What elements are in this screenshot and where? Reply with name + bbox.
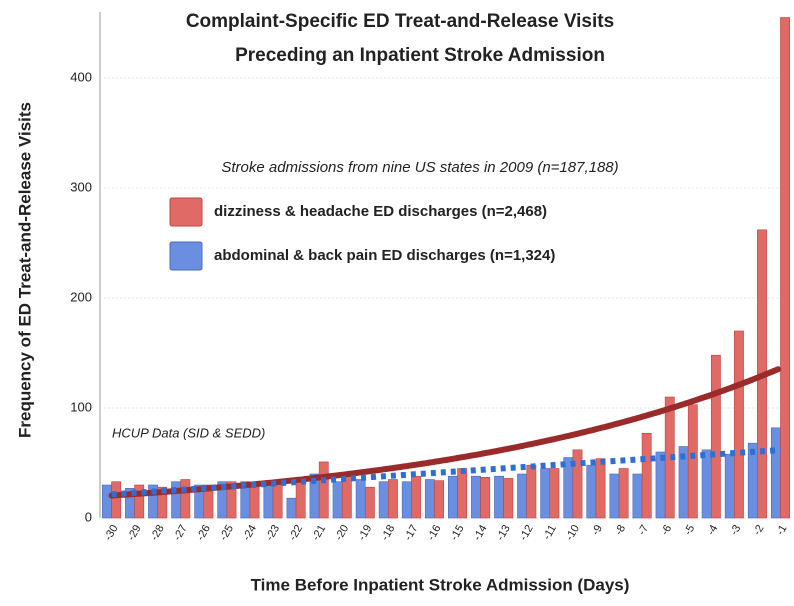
- bar: [503, 478, 514, 519]
- bar: [401, 481, 412, 519]
- x-tick-label: -12: [518, 523, 536, 543]
- bar: [641, 432, 652, 519]
- y-tick-label: 300: [70, 179, 92, 194]
- y-tick-label: 200: [70, 289, 92, 304]
- bar: [632, 473, 643, 519]
- bar: [226, 481, 237, 519]
- x-tick-label: -17: [402, 523, 420, 543]
- x-tick-label: -5: [682, 523, 697, 537]
- x-tick-label: -3: [728, 523, 743, 537]
- trendline: [111, 447, 781, 498]
- bar: [249, 482, 260, 519]
- y-axis-label: Frequency of ED Treat-and-Release Visits: [15, 102, 34, 438]
- x-tick-label: -26: [195, 523, 213, 543]
- bar: [111, 481, 122, 519]
- subtitle: Stroke admissions from nine US states in…: [221, 159, 618, 176]
- bar: [770, 427, 781, 519]
- x-tick-label: -13: [494, 523, 512, 543]
- bar: [609, 473, 620, 519]
- bar: [272, 481, 283, 519]
- x-tick-label: -29: [125, 523, 143, 543]
- bar: [388, 479, 398, 519]
- bar: [378, 481, 389, 519]
- bar: [355, 479, 366, 519]
- x-tick-label: -24: [241, 523, 259, 543]
- legend-swatch: [169, 197, 203, 227]
- bar: [549, 468, 560, 519]
- bar: [687, 404, 698, 519]
- bar: [517, 473, 528, 519]
- annotation: HCUP Data (SID & SEDD): [112, 425, 265, 440]
- bar: [457, 468, 468, 519]
- x-tick-label: -28: [148, 523, 166, 543]
- x-tick-label: -6: [659, 523, 674, 537]
- bar: [341, 475, 352, 519]
- bar: [724, 453, 735, 519]
- x-axis-label: Time Before Inpatient Stroke Admission (…: [251, 575, 630, 594]
- chart-title: Complaint-Specific ED Treat-and-Release …: [186, 11, 614, 32]
- bar: [364, 486, 375, 519]
- bar: [494, 475, 504, 519]
- bar: [157, 486, 168, 519]
- x-tick-label: -2: [751, 523, 766, 537]
- bar: [572, 449, 583, 519]
- x-tick-label: -20: [333, 523, 351, 543]
- x-tick-label: -16: [425, 523, 443, 543]
- bar: [102, 484, 112, 519]
- x-tick-label: -27: [172, 523, 190, 543]
- x-tick-label: -18: [379, 523, 397, 543]
- x-tick-label: -11: [541, 523, 559, 542]
- y-tick-label: 0: [85, 509, 92, 524]
- bar: [434, 480, 444, 519]
- bar: [411, 475, 421, 519]
- bar: [701, 449, 712, 519]
- bar: [734, 330, 744, 519]
- bar: [263, 484, 274, 519]
- bar: [286, 497, 297, 519]
- bar: [780, 17, 790, 519]
- legend-label: dizziness & headache ED discharges (n=2,…: [214, 203, 547, 220]
- bar: [332, 481, 343, 519]
- bar: [180, 479, 191, 519]
- bar: [424, 479, 435, 519]
- x-tick-label: -23: [264, 523, 282, 543]
- x-tick-label: -10: [564, 523, 582, 543]
- legend-label: abdominal & back pain ED discharges (n=1…: [214, 247, 555, 264]
- bar: [618, 468, 629, 519]
- x-tick-label: -1: [774, 523, 789, 537]
- legend-swatch: [169, 241, 203, 271]
- x-tick-label: -15: [448, 523, 466, 543]
- bar: [318, 461, 329, 519]
- x-tick-label: -22: [287, 523, 305, 543]
- x-tick-label: -25: [218, 523, 236, 543]
- chart-title: Preceding an Inpatient Stroke Admission: [235, 45, 605, 66]
- y-tick-label: 400: [70, 69, 92, 84]
- bar: [586, 464, 597, 519]
- bar: [526, 464, 537, 519]
- bar: [540, 468, 551, 519]
- x-tick-label: -19: [356, 523, 374, 543]
- x-tick-label: -30: [102, 523, 120, 543]
- x-tick-label: -7: [636, 523, 651, 537]
- bar: [595, 458, 606, 519]
- bar: [134, 484, 145, 519]
- bar: [480, 476, 491, 519]
- bar: [710, 354, 721, 519]
- x-tick-label: -4: [705, 523, 720, 537]
- y-tick-label: 100: [70, 399, 92, 414]
- bar: [448, 475, 458, 519]
- x-tick-label: -8: [613, 523, 628, 537]
- bar: [203, 484, 214, 519]
- x-tick-label: -9: [590, 523, 605, 537]
- x-tick-label: -21: [310, 523, 328, 543]
- bar: [471, 475, 481, 519]
- x-tick-label: -14: [471, 523, 489, 543]
- bar: [655, 451, 666, 519]
